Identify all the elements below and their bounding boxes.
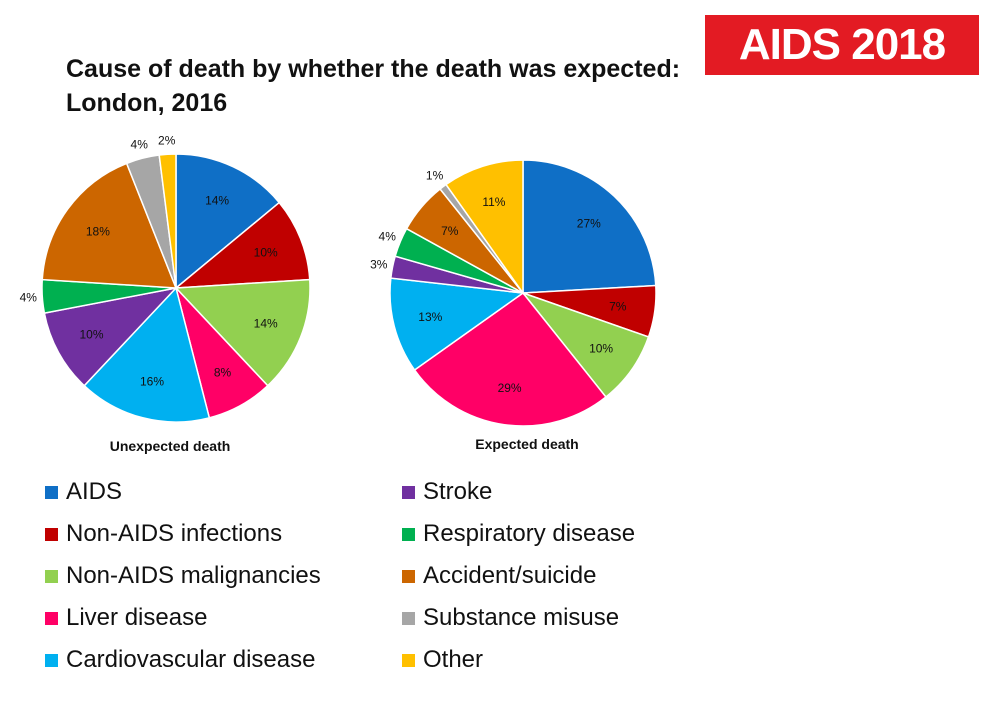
legend-item-accident-suicide: Accident/suicide <box>402 562 596 590</box>
legend-label: Substance misuse <box>423 604 620 631</box>
legend-label: Stroke <box>423 478 493 505</box>
legend-label: AIDS <box>66 478 123 505</box>
brand-logo: AIDS 2018 <box>705 15 979 75</box>
data-label-liver-disease: 29% <box>498 381 522 395</box>
legend-swatch <box>45 485 58 499</box>
legend-label: Non-AIDS infections <box>66 520 283 547</box>
pie-slice-non-aids-malignancies <box>174 278 311 387</box>
legend-swatch <box>45 653 58 667</box>
legend-item-substance-misuse: Substance misuse <box>402 604 619 632</box>
legend-swatch <box>402 611 415 625</box>
legend-item-cardiovascular-disease: Cardiovascular disease <box>45 646 315 674</box>
data-label-stroke: 3% <box>370 257 388 271</box>
pie-slice-aids <box>175 153 281 290</box>
pie-caption: Expected death <box>475 436 578 452</box>
legend-label: Accident/suicide <box>423 562 597 589</box>
pie-caption: Unexpected death <box>110 438 231 454</box>
legend-swatch <box>402 527 415 541</box>
data-label-substance-misuse: 4% <box>131 138 149 152</box>
legend-item-other: Other <box>402 646 483 674</box>
data-label-non-aids-infections: 10% <box>254 246 278 260</box>
pie-slice-cardiovascular-disease <box>83 286 211 423</box>
data-label-non-aids-malignancies: 10% <box>589 341 613 355</box>
data-label-cardiovascular-disease: 13% <box>418 310 442 324</box>
legend-item-non-aids-infections: Non-AIDS infections <box>45 520 282 548</box>
data-label-other: 11% <box>482 195 505 209</box>
legend-item-non-aids-malignancies: Non-AIDS malignancies <box>45 562 321 590</box>
legend-label: Respiratory disease <box>423 520 636 547</box>
pie-slice-liver-disease <box>413 291 607 427</box>
legend-item-respiratory-disease: Respiratory disease <box>402 520 635 548</box>
legend-label: Other <box>423 646 484 673</box>
legend-label: Liver disease <box>66 604 208 631</box>
legend-item-stroke: Stroke <box>402 478 492 506</box>
data-label-stroke: 10% <box>79 328 103 342</box>
data-label-respiratory-disease: 4% <box>20 290 38 304</box>
data-label-other: 2% <box>158 133 176 147</box>
legend-label: Non-AIDS malignancies <box>66 562 321 589</box>
legend-swatch <box>45 527 58 541</box>
pie-slice-other <box>158 153 177 289</box>
pie-slice-non-aids-infections <box>173 201 311 289</box>
data-label-accident-suicide: 18% <box>86 224 110 238</box>
legend-swatch <box>402 569 415 583</box>
data-label-non-aids-infections: 7% <box>609 299 627 313</box>
legend-item-aids: AIDS <box>45 478 122 506</box>
legend-swatch <box>45 569 58 583</box>
legend-swatch <box>402 653 415 667</box>
pie-slice-aids <box>522 159 657 294</box>
data-label-cardiovascular-disease: 16% <box>140 374 164 388</box>
legend-label: Cardiovascular disease <box>66 646 316 673</box>
data-label-respiratory-disease: 4% <box>379 230 397 244</box>
legend: AIDS Non-AIDS infections Non-AIDS malignan… <box>45 478 745 698</box>
legend-item-liver-disease: Liver disease <box>45 604 207 632</box>
pie-unexpected-death: 14% 10% 14% 8% 16% 10% 4% 18% 4% 2% Unexpected dea… <box>20 133 311 454</box>
data-label-accident-suicide: 7% <box>441 224 459 238</box>
data-label-liver-disease: 8% <box>214 366 232 380</box>
pie-slice-accident-suicide <box>41 162 178 289</box>
pie-slice-stroke <box>43 286 179 387</box>
data-label-aids: 27% <box>577 216 601 230</box>
pie-slice-other <box>444 159 524 296</box>
chart-title: Cause of death by whether the death was … <box>66 55 681 117</box>
legend-swatch <box>45 611 58 625</box>
legend-swatch <box>402 485 415 499</box>
pie-slice-cardiovascular-disease <box>389 277 526 372</box>
data-label-aids: 14% <box>205 194 229 208</box>
data-label-non-aids-malignancies: 14% <box>254 317 278 331</box>
data-label-substance-misuse: 1% <box>426 169 444 183</box>
pie-expected-death: 27% 7% 10% 29% 13% 3% 4% 7% 1% 11% Expected death <box>370 159 657 452</box>
